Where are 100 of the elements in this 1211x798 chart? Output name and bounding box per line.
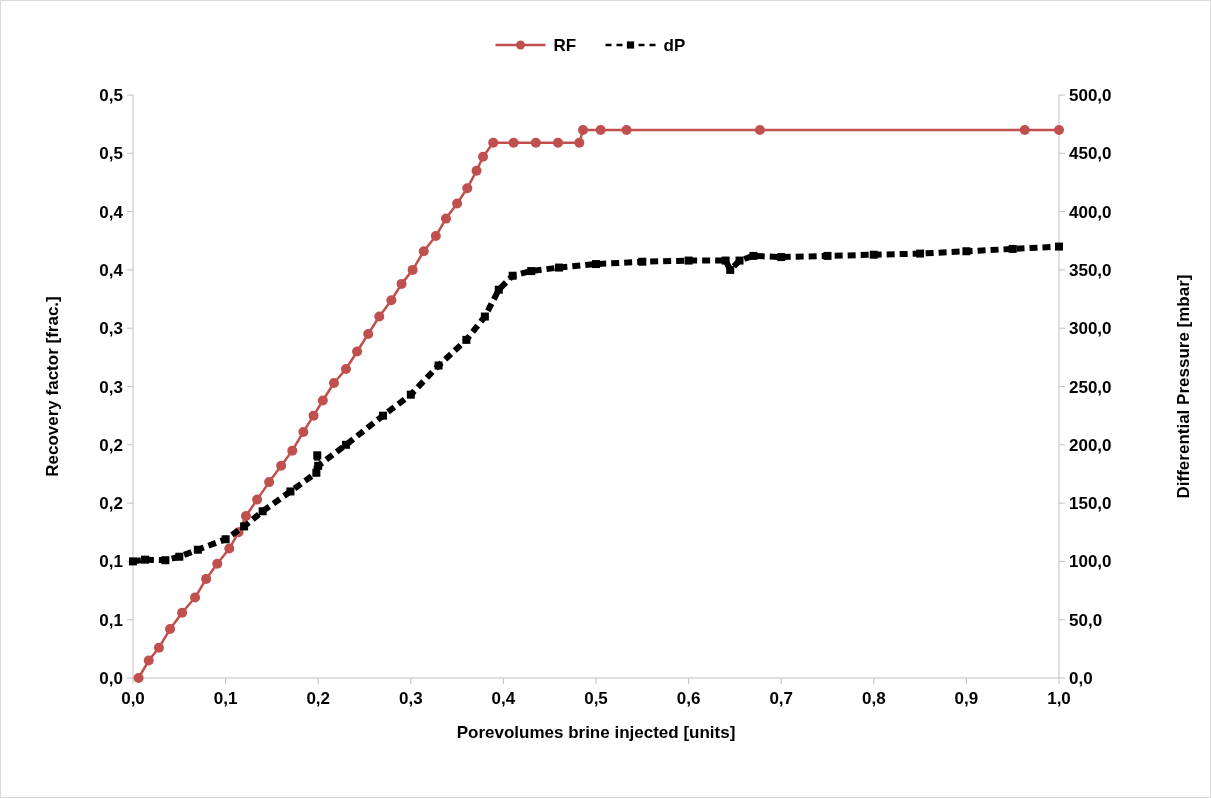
point: [726, 265, 735, 274]
point: [574, 137, 585, 148]
point: [621, 124, 632, 135]
y-tick-label: 0,1: [99, 552, 123, 572]
point: [153, 642, 164, 653]
y2-tick-label: 250,0: [1069, 377, 1112, 397]
point: [452, 198, 463, 209]
x-tick-label: 0,2: [306, 689, 331, 708]
x-tick-label: 0,3: [398, 689, 423, 708]
point: [777, 253, 786, 262]
x-tick-label: 0,1: [213, 689, 238, 708]
point: [684, 256, 693, 265]
y2-tick-label: 0,0: [1069, 669, 1093, 688]
point: [434, 361, 443, 370]
y2-tick-label: 150,0: [1069, 494, 1112, 514]
point: [462, 183, 473, 194]
point: [721, 256, 730, 265]
point: [638, 257, 647, 266]
y-tick-label: 0,0: [99, 669, 123, 688]
y-tick-label: 0,1: [99, 610, 123, 630]
point: [595, 124, 606, 135]
y2-tick-label: 50,0: [1069, 610, 1103, 630]
point: [276, 460, 287, 471]
x-tick-label: 0,4: [491, 689, 516, 708]
y-tick-label: 0,4: [99, 202, 124, 222]
point: [430, 231, 441, 242]
point: [962, 247, 971, 256]
point: [165, 624, 176, 635]
point: [141, 555, 150, 564]
point: [287, 445, 298, 456]
point: [317, 395, 328, 406]
point: [221, 535, 230, 544]
x-tick-label: 0,8: [861, 689, 886, 708]
point: [252, 494, 263, 505]
legend-label: dP: [663, 36, 686, 55]
point: [1019, 124, 1030, 135]
y-tick-label: 0,4: [99, 260, 124, 280]
point: [314, 461, 323, 470]
point: [869, 250, 878, 259]
y2-tick-label: 200,0: [1069, 435, 1112, 455]
x-tick-label: 1,0: [1047, 689, 1071, 708]
y-tick-label: 0,2: [99, 435, 123, 455]
y2-axis-title: Differential Pressure [mbar]: [1174, 274, 1193, 499]
point: [440, 213, 451, 224]
legend-label: RF: [553, 36, 577, 55]
point: [379, 411, 388, 420]
point: [462, 335, 471, 344]
point: [341, 440, 350, 449]
point: [480, 312, 489, 321]
y2-tick-label: 400,0: [1069, 202, 1112, 222]
y-tick-label: 0,5: [99, 144, 123, 164]
point: [175, 552, 184, 561]
point: [143, 655, 154, 666]
point: [407, 264, 418, 275]
point: [224, 543, 235, 554]
point: [308, 410, 319, 421]
x-tick-label: 0,6: [676, 689, 701, 708]
point: [328, 378, 339, 388]
point: [553, 137, 564, 148]
point: [212, 558, 223, 569]
point: [374, 311, 385, 322]
y-axis-title: Recovery factor [frac.]: [43, 296, 62, 477]
point: [240, 522, 249, 531]
y2-tick-label: 100,0: [1069, 552, 1112, 572]
point: [823, 251, 832, 260]
point: [530, 137, 541, 148]
point: [1055, 242, 1063, 251]
point: [754, 124, 765, 135]
x-tick-label: 0,0: [121, 689, 145, 708]
y2-tick-label: 500,0: [1069, 86, 1112, 105]
point: [494, 285, 503, 294]
point: [508, 271, 517, 280]
point: [554, 263, 563, 272]
point: [201, 573, 212, 584]
point: [298, 426, 309, 437]
y2-tick-label: 450,0: [1069, 144, 1112, 164]
point: [129, 557, 137, 566]
point: [193, 545, 202, 554]
x-tick-label: 0,7: [769, 689, 794, 708]
y2-tick-label: 350,0: [1069, 260, 1112, 280]
x-tick-label: 0,9: [954, 689, 979, 708]
point: [313, 451, 322, 460]
point: [161, 556, 170, 565]
point: [177, 607, 188, 618]
point: [735, 256, 744, 265]
point: [406, 390, 415, 399]
point: [471, 165, 482, 176]
point: [418, 246, 429, 257]
point: [749, 251, 758, 260]
point: [386, 295, 397, 306]
point: [240, 510, 251, 521]
point: [1008, 244, 1017, 253]
y2-tick-label: 300,0: [1069, 319, 1112, 339]
point: [312, 468, 321, 477]
point: [508, 137, 519, 148]
y-tick-label: 0,2: [99, 494, 123, 514]
point: [264, 477, 275, 488]
point: [1054, 124, 1064, 135]
point: [190, 592, 201, 603]
point: [578, 124, 589, 135]
